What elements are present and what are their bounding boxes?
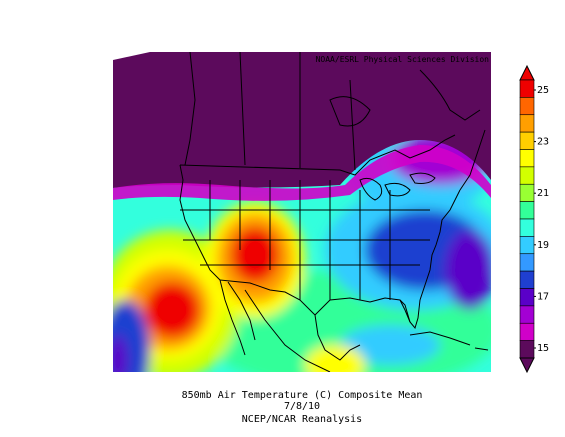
map-plot	[113, 52, 491, 372]
colorbar-swatch	[519, 270, 535, 289]
caption-source: NCEP/NCAR Reanalysis	[242, 414, 362, 425]
colorbar-swatch	[519, 149, 535, 168]
caption-date: 7/8/10	[284, 401, 320, 412]
colorbar-swatch	[519, 166, 535, 185]
colorbar-swatch	[519, 97, 535, 116]
colorbar-tick-label: 25	[537, 85, 549, 96]
colorbar-tick-label: 19	[537, 240, 549, 251]
colorbar-tick-label: 21	[537, 188, 549, 199]
colorbar-bottom-arrow	[519, 357, 535, 374]
colorbar-swatch	[519, 218, 535, 237]
colorbar-swatch	[519, 201, 535, 220]
colorbar-swatch	[519, 340, 535, 359]
colorbar-tick-label: 17	[537, 291, 549, 302]
colorbar-swatch	[519, 288, 535, 307]
colorbar: 25 23 21 19 17 15	[519, 64, 549, 374]
colorbar-swatch	[519, 305, 535, 324]
colorbar-tick-label: 23	[537, 137, 549, 148]
colorbar-swatch	[519, 114, 535, 133]
colorbar-swatch	[519, 131, 535, 150]
colorbar-swatch	[519, 253, 535, 272]
colorbar-top-arrow	[519, 64, 535, 81]
colorbar-tick-label: 15	[537, 343, 549, 354]
colorbar-swatch	[519, 322, 535, 341]
colorbar-swatch	[519, 236, 535, 255]
credit-label: NOAA/ESRL Physical Sciences Division	[316, 55, 490, 64]
colorbar-swatch	[519, 183, 535, 202]
caption-title: 850mb Air Temperature (C) Composite Mean	[182, 390, 423, 401]
colorbar-swatch	[519, 79, 535, 98]
